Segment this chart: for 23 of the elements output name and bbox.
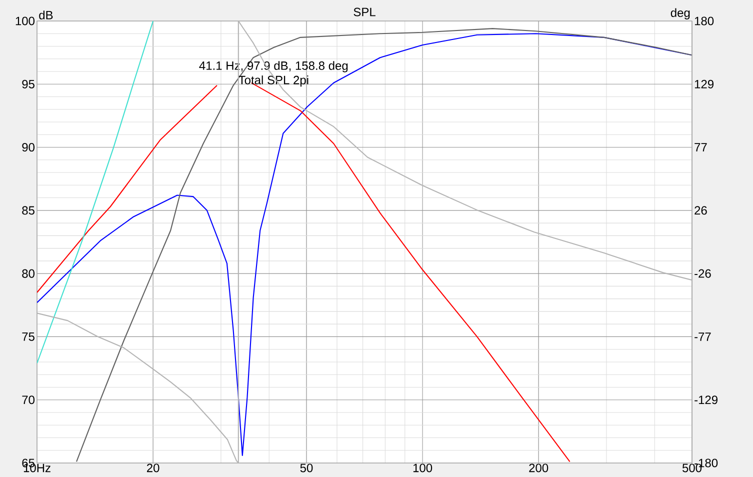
y-tick-label: 80 [22, 269, 35, 278]
x-tick-label: 100 [413, 464, 432, 472]
y2-tick-label: 26 [694, 206, 707, 215]
y2-axis-title: deg [670, 8, 690, 20]
y2-tick-label: 180 [694, 16, 714, 26]
y2-tick-label: 77 [694, 143, 707, 152]
annotation: 41.1 Hz, 97.9 dB, 158.8 deg [199, 61, 348, 72]
y-tick-label: 100 [16, 16, 35, 26]
annotation: Total SPL 2pi [238, 76, 308, 87]
y2-tick-label: 129 [694, 80, 714, 88]
x-tick-label: 50 [300, 464, 313, 472]
y-tick-label: 75 [22, 332, 34, 341]
y-tick-label: 90 [22, 143, 35, 152]
x-tick-label: 200 [529, 464, 548, 472]
y-tick-label: 85 [22, 206, 34, 215]
y-tick-label: 70 [22, 396, 35, 404]
y-tick-label: 95 [22, 80, 34, 88]
x-tick-label: 20 [146, 464, 160, 472]
chart-title: SPL [354, 8, 376, 16]
y2-tick-label: -129 [694, 396, 718, 404]
y2-tick-label: -26 [694, 269, 711, 278]
y-axis-title: dB [39, 10, 53, 20]
y2-tick-label: -77 [694, 332, 711, 341]
